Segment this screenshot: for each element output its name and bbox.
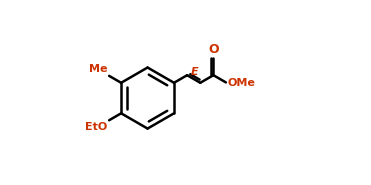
Text: O: O: [208, 43, 219, 56]
Text: EtO: EtO: [85, 122, 108, 132]
Text: Me: Me: [89, 64, 108, 74]
Text: E: E: [190, 67, 198, 77]
Text: OMe: OMe: [227, 78, 255, 88]
